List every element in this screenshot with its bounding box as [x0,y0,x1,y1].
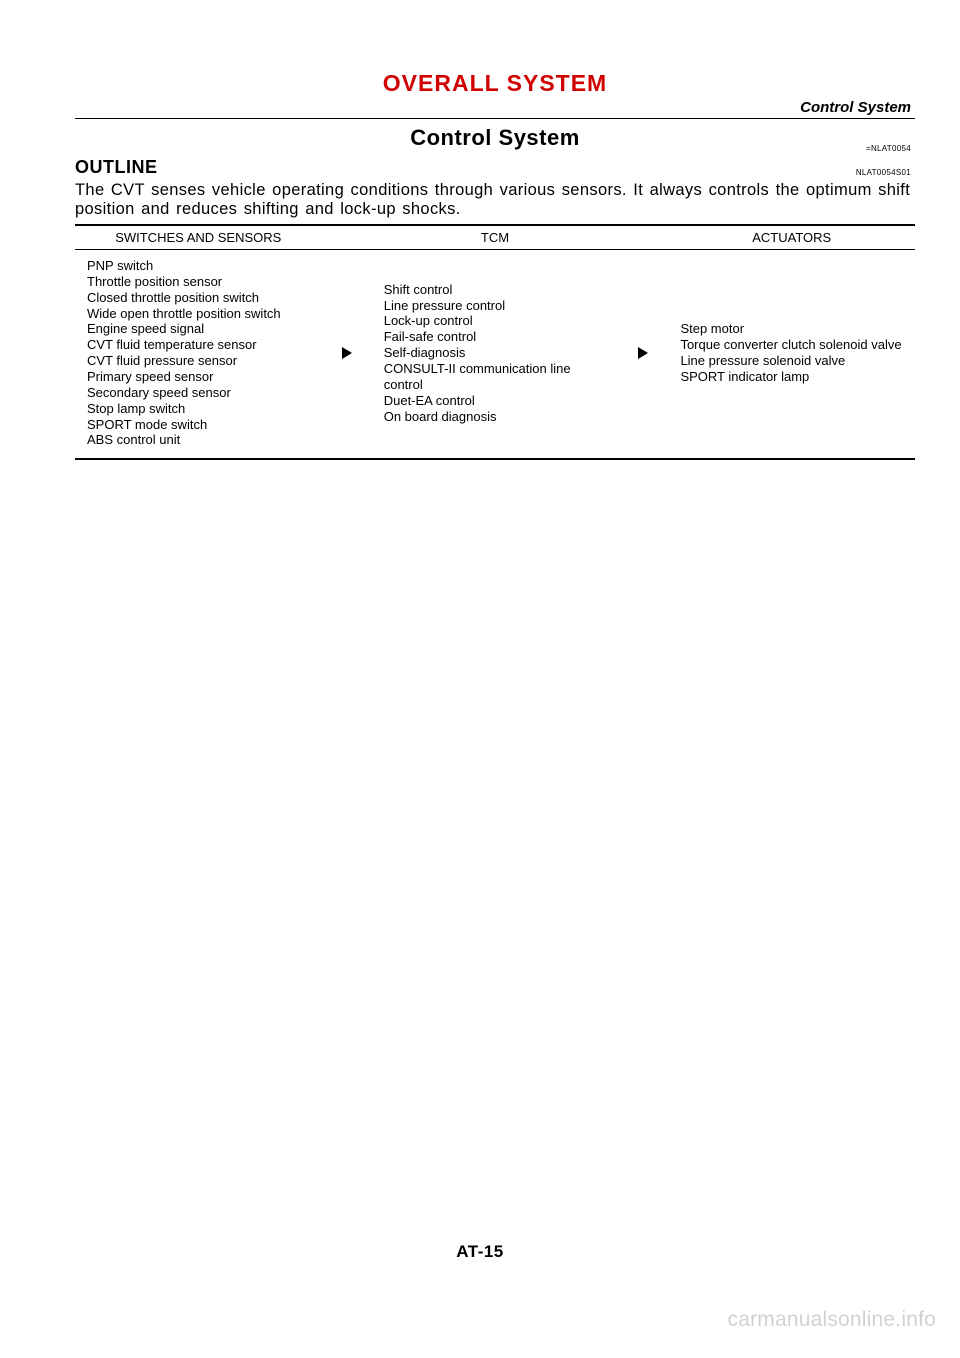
section-title: Control System [410,125,580,151]
chapter-title: OVERALL SYSTEM [75,70,915,97]
intro-paragraph: The CVT senses vehicle operating conditi… [75,181,915,220]
arrow-icon-1 [322,249,372,459]
table-header-row: SWITCHES AND SENSORS TCM ACTUATORS [75,225,915,250]
table-row: PNP switch Throttle position sensor Clos… [75,249,915,459]
page-container: OVERALL SYSTEM Control System Control Sy… [0,0,960,1358]
outline-row: OUTLINE NLAT0054S01 [75,157,915,179]
cell-tcm: Shift control Line pressure control Lock… [372,249,619,459]
watermark: carmanualsonline.info [728,1308,937,1332]
th-sensors: SWITCHES AND SENSORS [75,225,322,250]
page-number: AT-15 [456,1242,504,1262]
outline-heading: OUTLINE [75,157,158,177]
breadcrumb-row: Control System [75,99,915,119]
arrow-icon-2 [618,249,668,459]
outline-code: NLAT0054S01 [856,168,911,177]
section-title-row: Control System =NLAT0054 [75,125,915,153]
th-arrow-1 [322,225,372,250]
cell-actuators: Step motor Torque converter clutch solen… [668,249,915,459]
system-table: SWITCHES AND SENSORS TCM ACTUATORS PNP s… [75,224,915,460]
triangle-right-icon [638,347,648,359]
cell-sensors: PNP switch Throttle position sensor Clos… [75,249,322,459]
th-tcm: TCM [372,225,619,250]
triangle-right-icon [342,347,352,359]
th-arrow-2 [618,225,668,250]
th-actuators: ACTUATORS [668,225,915,250]
section-code: =NLAT0054 [866,144,911,153]
breadcrumb: Control System [75,99,915,116]
